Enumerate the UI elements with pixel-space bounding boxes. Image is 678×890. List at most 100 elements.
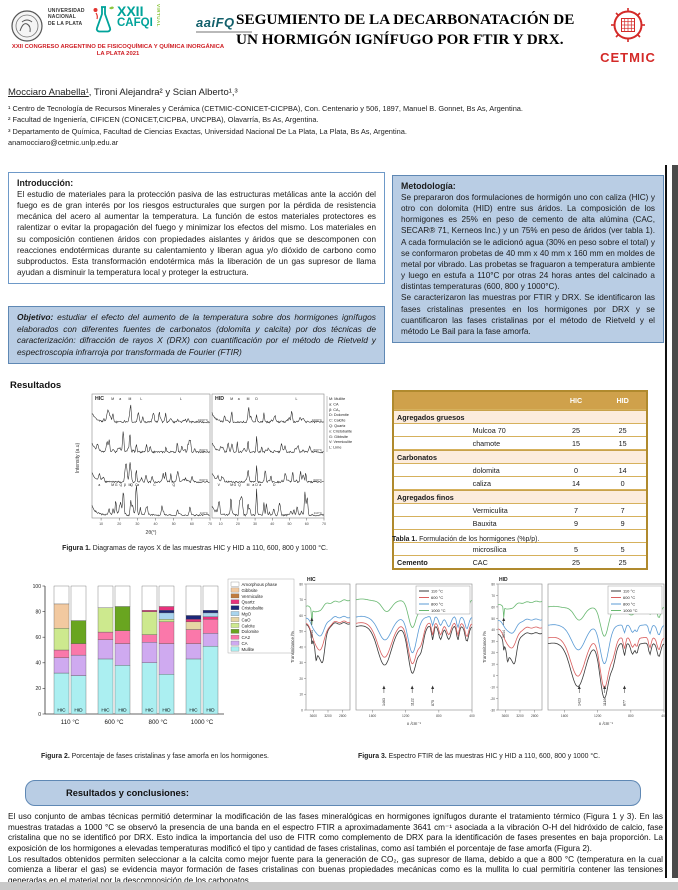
svg-text:3200: 3200 bbox=[516, 714, 524, 718]
svg-text:υ /cm⁻¹: υ /cm⁻¹ bbox=[407, 721, 422, 726]
xrd-legend-entry: D: Dolomite bbox=[329, 413, 349, 417]
ftir-curve bbox=[306, 615, 351, 637]
bar-segment bbox=[70, 654, 87, 676]
xrd-legend-entry: a: CA bbox=[329, 402, 339, 406]
svg-text:-10: -10 bbox=[490, 685, 495, 689]
aaifq-subline bbox=[196, 31, 252, 33]
contact-email: anamocciaro@cetmic.unlp.edu.ar bbox=[8, 138, 119, 148]
svg-text:Q: Q bbox=[120, 483, 123, 487]
svg-text:50: 50 bbox=[288, 522, 292, 526]
ftir-curve bbox=[497, 600, 543, 618]
svg-text:M: M bbox=[230, 397, 233, 401]
bar-segment bbox=[158, 643, 175, 675]
svg-text:HIC: HIC bbox=[307, 577, 316, 583]
cafqi-logo: XXII CAFQI VIRTUAL bbox=[92, 4, 161, 34]
bar-segment bbox=[202, 645, 219, 715]
svg-text:60: 60 bbox=[35, 635, 41, 641]
metodologia-p1: Se prepararon dos formulaciones de hormi… bbox=[401, 193, 655, 292]
svg-text:40: 40 bbox=[299, 645, 303, 649]
bar-legend-entry: Vermiculite bbox=[242, 594, 264, 599]
ftir-curve bbox=[547, 642, 665, 699]
bar-legend-entry: Mullite bbox=[242, 647, 255, 652]
svg-text:1000 °C: 1000 °C bbox=[191, 719, 214, 726]
svg-text:M: M bbox=[247, 397, 250, 401]
svg-text:70: 70 bbox=[322, 522, 326, 526]
svg-text:HID: HID bbox=[118, 708, 127, 714]
band-annotation: 875 bbox=[431, 700, 435, 706]
ftir-curve bbox=[497, 626, 543, 649]
bar-segment bbox=[70, 620, 87, 644]
bar-legend-entry: Quartz bbox=[242, 600, 255, 605]
unlp-line2: NACIONAL bbox=[48, 14, 76, 21]
introduccion-heading: Introducción: bbox=[17, 178, 74, 188]
svg-text:60: 60 bbox=[190, 522, 194, 526]
band-annotation: 1423 bbox=[577, 698, 581, 706]
svg-text:D: D bbox=[273, 483, 276, 487]
bar-segment bbox=[53, 585, 70, 605]
bar-segment bbox=[158, 619, 175, 623]
svg-text:70: 70 bbox=[208, 522, 212, 526]
bar-legend-entry: Dolomite bbox=[242, 629, 260, 634]
svg-text:100: 100 bbox=[33, 584, 42, 590]
bar-segment bbox=[185, 619, 202, 623]
svg-text:0: 0 bbox=[301, 708, 303, 712]
svg-text:10: 10 bbox=[99, 522, 103, 526]
ftir-curve bbox=[355, 625, 473, 674]
svg-text:D: D bbox=[255, 397, 258, 401]
ftir-legend-entry: 110 °C bbox=[431, 589, 443, 594]
unlp-line1: UNIVERSIDAD bbox=[48, 8, 85, 14]
ftir-curve bbox=[305, 599, 351, 625]
bar-segment bbox=[53, 649, 70, 658]
ftir-curve bbox=[547, 636, 665, 689]
svg-text:HID: HID bbox=[162, 708, 171, 714]
svg-text:M: M bbox=[247, 483, 250, 487]
bar-segment bbox=[53, 657, 70, 674]
svg-text:V: V bbox=[218, 483, 221, 487]
svg-text:-30: -30 bbox=[490, 708, 495, 712]
ftir-curve bbox=[547, 624, 665, 665]
conclusiones-heading: Resultados y conclusiones: bbox=[66, 788, 189, 798]
conclusiones-bar: Resultados y conclusiones: bbox=[25, 780, 641, 806]
bar-segment bbox=[70, 643, 87, 656]
tabla1-caption: Tabla 1. Formulación de los hormigones (… bbox=[392, 536, 540, 543]
figura2-caption: Figura 2. Porcentaje de fases cristalina… bbox=[41, 753, 269, 760]
unlp-logo: UNIVERSIDAD NACIONAL DE LA PLATA bbox=[10, 8, 85, 44]
aaifq-wordmark: aaiFQ bbox=[196, 15, 235, 30]
svg-text:HIC: HIC bbox=[189, 708, 198, 714]
svg-text:400: 400 bbox=[469, 714, 475, 718]
bar-segment bbox=[97, 585, 114, 608]
svg-text:HID: HID bbox=[499, 577, 508, 583]
svg-text:10: 10 bbox=[491, 663, 495, 667]
aaifq-logo: aaiFQ bbox=[196, 15, 252, 33]
congress-name: XXII CONGRESO ARGENTINO DE FISICOQUÍMICA… bbox=[11, 44, 225, 50]
bar-segment bbox=[53, 628, 70, 651]
svg-text:HIC: HIC bbox=[101, 708, 110, 714]
svg-text:L: L bbox=[295, 397, 297, 401]
bar-legend-entry: Amorphous phase bbox=[242, 582, 278, 587]
svg-text:1600: 1600 bbox=[561, 714, 569, 718]
unlp-line3: DE LA PLATA bbox=[48, 20, 83, 27]
bar-segment bbox=[185, 658, 202, 715]
bar-segment bbox=[97, 658, 114, 715]
svg-text:HID: HID bbox=[206, 708, 215, 714]
affiliation-2: ² Facultad de Ingeniería, CIFICEN (CONIC… bbox=[8, 115, 319, 125]
svg-text:a: a bbox=[259, 483, 261, 487]
svg-text:a: a bbox=[238, 397, 240, 401]
table-row: Mulcoa 70 25 25 bbox=[394, 424, 646, 437]
xrd-legend-entry: x: Cristobalite bbox=[329, 429, 352, 433]
svg-text:30: 30 bbox=[299, 661, 303, 665]
table-section-row: Agregados gruesos bbox=[394, 410, 646, 424]
bar-segment bbox=[97, 639, 114, 660]
xrd-legend-entry: C: Calcite bbox=[329, 419, 345, 423]
svg-text:1200: 1200 bbox=[402, 714, 410, 718]
bar-segment bbox=[202, 633, 219, 647]
figura2-chart: 0 20 40 60 80 100 HIC HID HIC HID HIC HID HIC HID 110 … bbox=[33, 578, 295, 726]
bar-legend-entry: CaO bbox=[242, 617, 252, 622]
svg-text:M: M bbox=[129, 397, 132, 401]
svg-text:2θ(°): 2θ(°) bbox=[146, 530, 157, 536]
table-section-row: Agregados finos bbox=[394, 490, 646, 504]
svg-text:C: C bbox=[135, 483, 138, 487]
svg-text:50: 50 bbox=[491, 617, 495, 621]
svg-text:Q: Q bbox=[173, 483, 176, 487]
svg-text:a: a bbox=[119, 397, 121, 401]
